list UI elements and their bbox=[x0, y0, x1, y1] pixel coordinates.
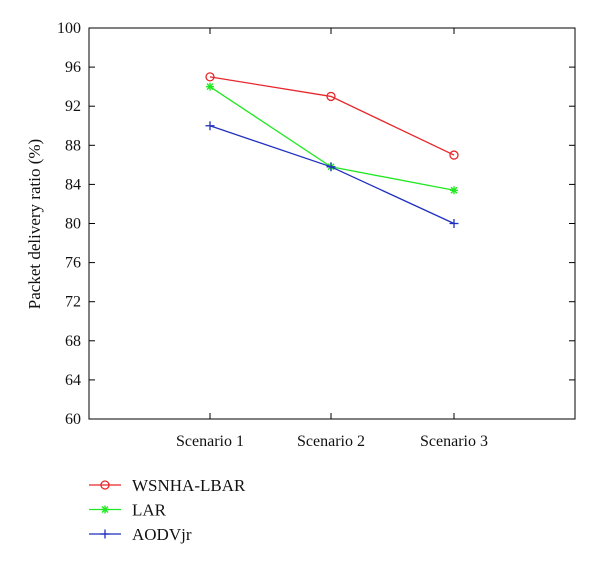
series-aodvjr-point bbox=[326, 162, 336, 172]
series-lar-point bbox=[206, 82, 214, 91]
x-tick-label: Scenario 1 bbox=[176, 433, 244, 450]
y-tick-label: 92 bbox=[65, 98, 81, 115]
y-tick-label: 88 bbox=[65, 137, 81, 154]
series-layer bbox=[205, 72, 459, 228]
series-aodvjr-point bbox=[449, 219, 459, 228]
legend: WSNHA-LBAR LAR AODVjr bbox=[89, 476, 246, 544]
series-aodvjr-point bbox=[205, 121, 215, 131]
y-tick-label: 80 bbox=[65, 216, 81, 233]
series-lar-point bbox=[450, 186, 458, 195]
legend-wsnha-lbar-label: WSNHA-LBAR bbox=[132, 476, 246, 495]
plot-area bbox=[88, 27, 576, 420]
y-tick-label: 96 bbox=[65, 59, 81, 76]
x-axis: Scenario 1 Scenario 2 Scenario 3 bbox=[176, 28, 488, 450]
y-tick-label: 64 bbox=[65, 372, 81, 389]
y-tick-label: 100 bbox=[57, 20, 81, 37]
x-tick-label: Scenario 2 bbox=[297, 433, 365, 450]
legend-lar-point bbox=[101, 505, 109, 514]
y-tick-label: 84 bbox=[65, 176, 81, 193]
y-axis: 60 64 68 72 76 80 84 88 92 96 100 bbox=[57, 20, 575, 428]
legend-aodvjr-label: AODVjr bbox=[132, 525, 192, 544]
y-tick-label: 60 bbox=[65, 411, 81, 428]
y-tick-label: 72 bbox=[65, 294, 81, 311]
y-axis-title: Packet delivery ratio (%) bbox=[25, 139, 44, 309]
legend-aodvjr-point bbox=[100, 529, 110, 539]
legend-lar-label: LAR bbox=[132, 501, 167, 520]
x-tick-label: Scenario 3 bbox=[420, 433, 488, 450]
series-wsnha-lbar-line bbox=[209, 76, 455, 156]
legend-wsnha-lbar-point bbox=[100, 480, 110, 490]
series-wsnha-lbar-point bbox=[326, 91, 336, 102]
series-wsnha-lbar-point bbox=[205, 72, 215, 82]
series-wsnha-lbar-point bbox=[449, 150, 459, 160]
y-tick-label: 76 bbox=[65, 255, 81, 272]
y-tick-label: 68 bbox=[65, 333, 81, 350]
